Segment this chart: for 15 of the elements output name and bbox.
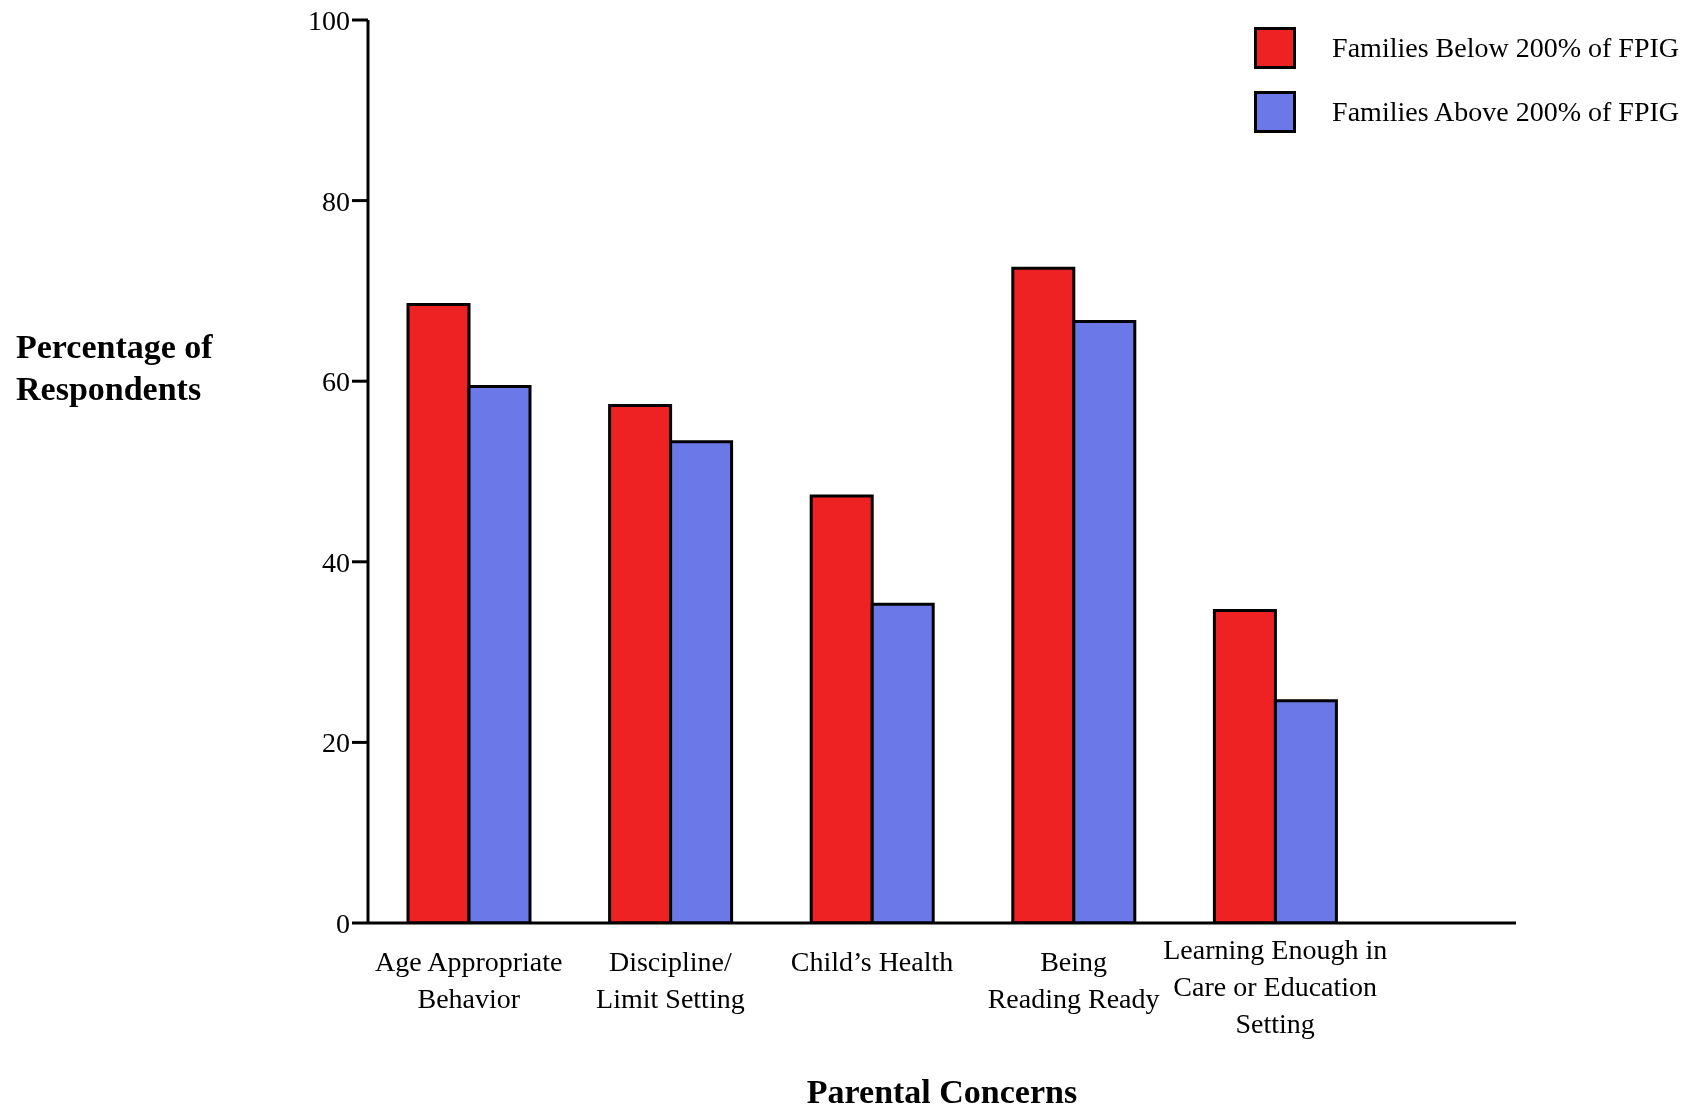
y-tick-label: 20: [322, 727, 350, 759]
y-tick-label: 80: [322, 185, 350, 217]
legend-label: Families Above 200% of FPIG: [1332, 96, 1679, 128]
legend-label: Families Below 200% of FPIG: [1332, 32, 1679, 64]
x-axis-title: Parental Concerns: [805, 1073, 1079, 1109]
x-tick-label: Age Appropriate Behavior: [375, 946, 563, 1014]
y-tick-label: 0: [336, 907, 350, 939]
x-tick-label: Discipline/ Limit Setting: [596, 946, 745, 1014]
x-tick-label: Learning Enough in Care or Education Setting: [1163, 934, 1388, 1039]
y-tick-label: 100: [308, 4, 350, 36]
x-tick-label: Being Reading Ready: [987, 946, 1160, 1014]
y-tick-label: 60: [322, 366, 350, 398]
y-tick-label: 40: [322, 546, 350, 578]
x-tick-label: Child’s Health: [790, 946, 954, 977]
y-axis-title: Percentage of Respondents: [16, 327, 214, 409]
